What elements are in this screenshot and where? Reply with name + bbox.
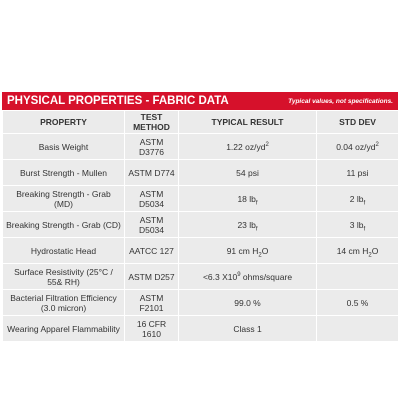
- table-cell: ASTM D3776: [124, 133, 179, 160]
- table-cell: 23 lbf: [178, 211, 317, 238]
- cell-sup: 2: [265, 141, 269, 148]
- table-cell: Basis Weight: [2, 133, 125, 160]
- table-cell: ASTM D257: [124, 263, 179, 290]
- table-row: Wearing Apparel Flammability 16 CFR 1610 C…: [2, 315, 399, 342]
- title: PHYSICAL PROPERTIES - FABRIC DATA: [7, 95, 229, 107]
- cell-sub: 2: [368, 252, 372, 259]
- table-cell: 91 cm H2O: [178, 237, 317, 264]
- table-cell: Surface Resistivity (25°C / 55& RH): [2, 263, 125, 290]
- cell-sup: 9: [237, 271, 241, 278]
- table-cell: AATCC 127: [124, 237, 179, 264]
- table-cell: ASTM D774: [124, 159, 179, 186]
- note: Typical values, not specifications.: [288, 97, 393, 105]
- table-cell: 99.0 %: [178, 289, 317, 316]
- cell-text: 18 lb: [237, 193, 256, 204]
- cell-text: 0.04 oz/yd: [336, 141, 376, 152]
- table-cell: ASTM F2101: [124, 289, 179, 316]
- cell-text: ohms/square: [240, 271, 293, 282]
- cell-text: O: [371, 245, 379, 256]
- cell-text: 1.22 oz/yd: [226, 141, 266, 152]
- column-header: TEST METHOD: [124, 110, 179, 134]
- properties-panel: PHYSICAL PROPERTIES - FABRIC DATA Typica…: [2, 92, 399, 342]
- cell-text: 23 lb: [237, 219, 256, 230]
- cell-text: 3 lb: [349, 219, 364, 230]
- cell-sub: f: [363, 226, 366, 233]
- table-cell: Wearing Apparel Flammability: [2, 315, 125, 342]
- table-cell: 0.5 %: [316, 289, 399, 316]
- cell-text: 91 cm H: [226, 245, 259, 256]
- table-cell: 18 lbf: [178, 185, 317, 212]
- table-cell: Breaking Strength - Grab (MD): [2, 185, 125, 212]
- table-row: Burst Strength - Mullen ASTM D774 54 psi 11…: [2, 159, 399, 186]
- header-bar: PHYSICAL PROPERTIES - FABRIC DATA Typica…: [2, 92, 398, 110]
- table-cell: [316, 315, 399, 342]
- table-cell: 54 psi: [178, 159, 317, 186]
- cell-text: O: [261, 245, 269, 256]
- cell-sub: 2: [258, 252, 262, 259]
- header-row: PROPERTY TEST METHOD TYPICAL RESULT STD DEV: [2, 110, 399, 134]
- table-cell: 1.22 oz/yd2: [178, 133, 317, 160]
- table-row: Hydrostatic Head AATCC 127 91 cm H2O 14 cm …: [2, 237, 399, 264]
- cell-text: 14 cm H: [336, 245, 369, 256]
- table-row: Surface Resistivity (25°C / 55& RH) ASTM …: [2, 263, 399, 290]
- table-cell: 0.04 oz/yd2: [316, 133, 399, 160]
- column-header: STD DEV: [316, 110, 399, 134]
- table-cell: Hydrostatic Head: [2, 237, 125, 264]
- column-header: PROPERTY: [2, 110, 125, 134]
- cell-sup: 2: [375, 141, 379, 148]
- table-cell: 3 lbf: [316, 211, 399, 238]
- table-cell: Breaking Strength - Grab (CD): [2, 211, 125, 238]
- table-row: Breaking Strength - Grab (CD) ASTM D5034 2…: [2, 211, 399, 238]
- table-cell: ASTM D5034: [124, 185, 179, 212]
- table-cell: 2 lbf: [316, 185, 399, 212]
- table-cell: 16 CFR 1610: [124, 315, 179, 342]
- table-row: Basis Weight ASTM D3776 1.22 oz/yd2 0.04 oz…: [2, 133, 399, 160]
- table-cell: Bacterial Filtration Efficiency (3.0 mic…: [2, 289, 125, 316]
- cell-text: <6.3 X10: [202, 271, 238, 282]
- table-cell: 11 psi: [316, 159, 399, 186]
- table-cell: 14 cm H2O: [316, 237, 399, 264]
- cell-text: 2 lb: [349, 193, 364, 204]
- cell-sub: f: [255, 226, 258, 233]
- table-cell: <6.3 X109 ohms/square: [178, 263, 317, 290]
- properties-table: PROPERTY TEST METHOD TYPICAL RESULT STD DEV…: [2, 110, 399, 342]
- column-header: TYPICAL RESULT: [178, 110, 317, 134]
- table-row: Bacterial Filtration Efficiency (3.0 mic…: [2, 289, 399, 316]
- table-cell: ASTM D5034: [124, 211, 179, 238]
- cell-sub: f: [363, 200, 366, 207]
- table-cell: Burst Strength - Mullen: [2, 159, 125, 186]
- table-row: Breaking Strength - Grab (MD) ASTM D5034 1…: [2, 185, 399, 212]
- cell-sub: f: [255, 200, 258, 207]
- table-cell: Class 1: [178, 315, 317, 342]
- table-cell: [316, 263, 399, 290]
